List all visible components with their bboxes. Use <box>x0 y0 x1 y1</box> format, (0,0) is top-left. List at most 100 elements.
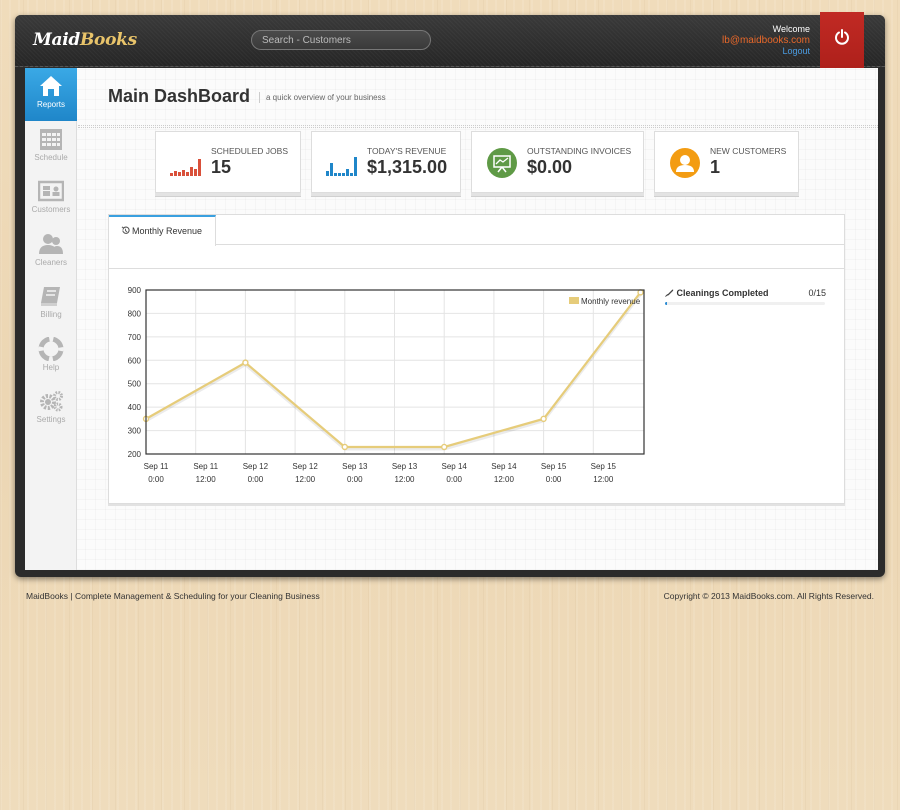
series-line <box>145 291 642 449</box>
y-tick-label: 700 <box>128 333 142 342</box>
x-tick-label: Sep 11 <box>193 462 218 471</box>
users-icon <box>39 233 63 254</box>
sidebar-item-cleaners[interactable]: Cleaners <box>25 226 77 279</box>
page-subtitle: a quick overview of your business <box>259 92 386 103</box>
x-tick-label: 0:00 <box>446 475 462 484</box>
logo[interactable]: MaidBooks <box>33 30 137 50</box>
x-tick-label: 12:00 <box>295 475 316 484</box>
plot-frame <box>145 289 645 455</box>
x-tick-label: 12:00 <box>196 475 217 484</box>
x-tick-label: Sep 14 <box>442 462 468 471</box>
logout-link[interactable]: Logout <box>782 46 810 56</box>
user-email: lb@maidbooks.com <box>722 35 810 46</box>
welcome-label: Welcome <box>772 24 810 34</box>
sidebar: Reports Schedule <box>25 68 77 570</box>
legend-swatch <box>569 297 579 304</box>
progress-count: 0/15 <box>808 288 826 298</box>
progress-label: Cleanings Completed <box>676 288 769 298</box>
y-tick-label: 200 <box>128 450 142 459</box>
stat-label: OUTSTANDING INVOICES <box>527 146 632 156</box>
sidebar-item-label: Customers <box>31 205 71 214</box>
logo-text-maid: Maid <box>33 30 80 50</box>
data-point <box>441 443 448 451</box>
stat-card-todays-revenue[interactable]: TODAY'S REVENUE $1,315.00 <box>311 131 461 193</box>
stat-card-new-customers[interactable]: NEW CUSTOMERS 1 <box>654 131 799 193</box>
data-point <box>242 359 249 366</box>
calendar-icon <box>40 128 62 150</box>
tab-label: Monthly Revenue <box>132 226 203 236</box>
y-tick-label: 800 <box>128 309 142 318</box>
x-tick-label: Sep 13 <box>342 462 368 471</box>
id-card-icon <box>38 180 64 202</box>
footer-tagline: MaidBooks | Complete Management & Schedu… <box>26 591 320 601</box>
home-icon <box>40 76 62 96</box>
logo-text-books: Books <box>79 30 137 50</box>
revenue-widget: Monthly Revenue 200 300 400 500 600 700 800 900… <box>108 214 845 504</box>
x-tick-label: 12:00 <box>394 475 415 484</box>
app-frame: MaidBooks Welcome lb@maidbooks.com Logou… <box>15 12 885 577</box>
sidebar-item-label: Cleaners <box>34 257 67 267</box>
user-icon <box>670 148 700 178</box>
x-tick-label: Sep 12 <box>292 462 318 471</box>
sidebar-item-customers[interactable]: Customers <box>25 173 77 226</box>
y-tick-label: 600 <box>128 356 142 365</box>
stat-label: SCHEDULED JOBS <box>211 146 288 156</box>
x-tick-label: 0:00 <box>546 475 562 484</box>
x-tick-label: Sep 15 <box>541 462 567 471</box>
sidebar-item-label: Billing <box>40 310 62 319</box>
presentation-icon <box>487 148 517 178</box>
y-tick-label: 300 <box>128 427 142 436</box>
x-tick-label: 12:00 <box>593 475 614 484</box>
y-tick-label: 400 <box>128 403 142 412</box>
stat-value: 1 <box>710 157 721 177</box>
stat-card-outstanding-invoices[interactable]: OUTSTANDING INVOICES $0.00 <box>471 131 644 193</box>
power-icon <box>835 29 849 45</box>
footer-copyright: Copyright © 2013 MaidBooks.com. All Righ… <box>663 591 874 601</box>
progress-title: Cleanings Completed <box>665 288 830 298</box>
x-tick-label: Sep 12 <box>243 462 269 471</box>
sidebar-item-reports[interactable]: Reports <box>25 68 77 121</box>
history-icon <box>121 226 130 234</box>
lifebuoy-icon <box>38 336 64 361</box>
sidebar-item-label: Help <box>42 362 60 372</box>
page-title: Main DashBoard <box>108 86 251 106</box>
y-tick-label: 900 <box>128 286 142 295</box>
sidebar-item-label: Reports <box>36 100 65 109</box>
x-tick-label: Sep 13 <box>392 462 418 471</box>
content-panel: Reports Schedule <box>25 68 878 570</box>
y-tick-label: 500 <box>128 380 142 389</box>
stat-value: $1,315.00 <box>367 157 448 177</box>
feather-icon <box>665 289 674 297</box>
stat-label: TODAY'S REVENUE <box>367 146 447 156</box>
search-input[interactable] <box>251 30 431 50</box>
x-tick-label: 0:00 <box>248 475 264 484</box>
cleanings-progress: Cleanings Completed 0/15 <box>665 288 830 305</box>
stat-card-scheduled-jobs[interactable]: SCHEDULED JOBS 15 <box>155 131 301 193</box>
widget-sub-bar <box>109 245 844 269</box>
legend-label: Monthly revenue <box>581 297 641 306</box>
data-point <box>341 443 349 451</box>
x-tick-label: 0:00 <box>347 475 363 484</box>
tab-monthly-revenue[interactable]: Monthly Revenue <box>109 215 216 246</box>
x-tick-label: Sep 14 <box>491 462 517 471</box>
sidebar-item-label: Schedule <box>34 152 68 162</box>
stat-value: $0.00 <box>527 157 573 177</box>
revenue-line-chart: 200 300 400 500 600 700 800 900 Sep 11 0:00 Sep 11… <box>128 286 645 484</box>
bar-chart-blue-icon <box>326 157 357 176</box>
sidebar-item-schedule[interactable]: Schedule <box>25 121 77 174</box>
bar-chart-red-icon <box>170 159 201 176</box>
gears-icon <box>40 391 63 412</box>
user-info: Welcome lb@maidbooks.com Logout <box>722 24 810 57</box>
sidebar-item-billing[interactable]: Billing <box>25 278 77 331</box>
x-tick-label: 0:00 <box>148 475 164 484</box>
sidebar-item-settings[interactable]: Settings <box>25 383 77 436</box>
sidebar-item-label: Settings <box>36 415 66 424</box>
header-divider <box>78 125 878 128</box>
x-tick-label: 12:00 <box>494 475 515 484</box>
main-content: Main DashBoard a quick overview of your … <box>78 68 878 570</box>
stat-label: NEW CUSTOMERS <box>710 146 787 156</box>
x-tick-label: Sep 15 <box>591 462 617 471</box>
sidebar-item-help[interactable]: Help <box>25 331 77 384</box>
series-line-shadow <box>145 293 642 451</box>
widget-tab-bar: Monthly Revenue <box>109 215 844 246</box>
